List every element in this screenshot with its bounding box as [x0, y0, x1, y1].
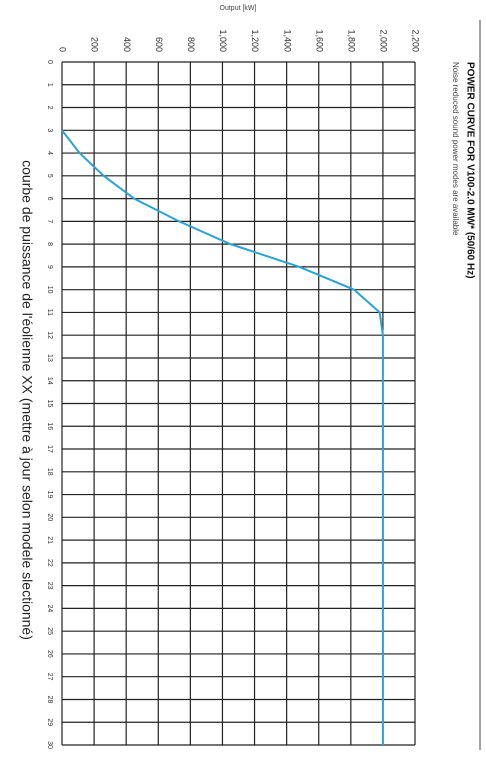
x-tick-label: 6 — [46, 197, 53, 201]
caption: courbe de puissance de l'éolienne XX (me… — [19, 160, 35, 640]
x-tick-label: 7 — [46, 219, 53, 223]
x-tick-label: 2 — [46, 106, 53, 110]
x-tick-label: 10 — [46, 286, 53, 294]
x-tick-label: 5 — [46, 174, 53, 178]
chart-subtitle: Noise reduced sound power modes are avai… — [451, 62, 460, 236]
y-tick-label: 1,400 — [282, 29, 292, 52]
y-tick-label: 1,800 — [346, 29, 356, 52]
x-tick-label: 19 — [46, 491, 53, 499]
x-tick-label: 18 — [46, 468, 53, 476]
x-tick-label: 16 — [46, 422, 53, 430]
y-tick-label: 600 — [154, 37, 164, 52]
x-tick-label: 23 — [46, 582, 53, 590]
x-tick-label: 28 — [46, 696, 53, 704]
y-tick-label: 200 — [90, 37, 100, 52]
x-tick-label: 17 — [46, 445, 53, 453]
chart: POWER CURVE FOR V100-2.0 MW* (50/60 Hz) … — [0, 0, 486, 764]
y-tick-label: 2,000 — [379, 29, 389, 52]
x-tick-label: 14 — [46, 377, 53, 385]
x-tick-label: 26 — [46, 650, 53, 658]
x-tick-label: 9 — [46, 265, 53, 269]
y-tick-label: 0 — [58, 47, 68, 52]
x-tick-label: 13 — [46, 354, 53, 362]
x-tick-label: 29 — [46, 718, 53, 726]
x-tick-label: 30 — [46, 741, 53, 749]
y-tick-label: 1,000 — [218, 29, 228, 52]
x-tick-label: 1 — [46, 83, 53, 87]
chart-title: POWER CURVE FOR V100-2.0 MW* (50/60 Hz) — [464, 62, 475, 279]
x-tick-label: 24 — [46, 605, 53, 613]
x-tick-label: 12 — [46, 331, 53, 339]
y-tick-label: 1,600 — [314, 29, 324, 52]
x-tick-label: 20 — [46, 513, 53, 521]
x-tick-label: 22 — [46, 559, 53, 567]
x-tick-label: 11 — [46, 309, 53, 316]
y-tick-label: 400 — [122, 37, 132, 52]
x-tick-label: 15 — [46, 400, 53, 408]
y-axis-label: Output [kW] — [220, 5, 257, 12]
x-tick-label: 21 — [46, 536, 53, 544]
y-tick-label: 800 — [186, 37, 196, 52]
x-tick-label: 25 — [46, 627, 53, 635]
x-tick-label: 4 — [46, 151, 53, 155]
x-tick-label: 3 — [46, 128, 53, 132]
x-tick-label: 27 — [46, 673, 53, 681]
y-tick-label: 1,200 — [250, 29, 260, 52]
x-tick-label: 8 — [46, 242, 53, 246]
x-tick-label: 0 — [46, 60, 53, 64]
y-tick-label: 2,200 — [411, 29, 421, 52]
